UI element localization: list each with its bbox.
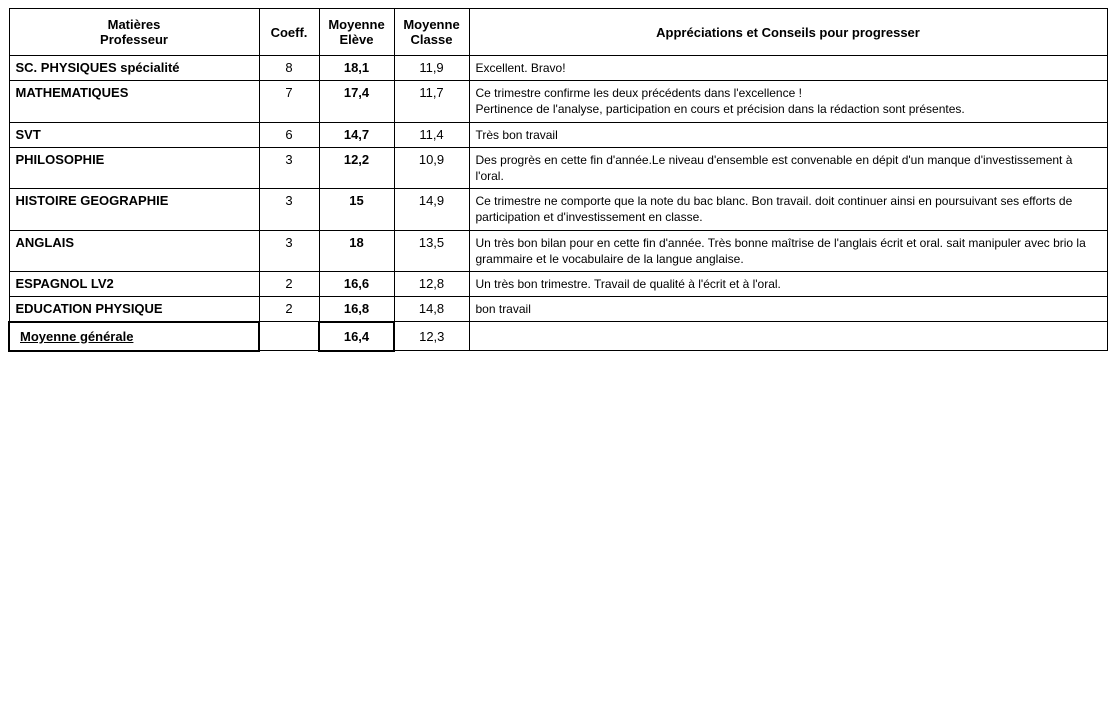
coeff-cell: 2 xyxy=(259,271,319,296)
moy-eleve-cell: 14,7 xyxy=(319,122,394,147)
overall-label: Moyenne générale xyxy=(9,322,259,351)
overall-moy-eleve: 16,4 xyxy=(319,322,394,351)
moy-classe-cell: 11,4 xyxy=(394,122,469,147)
col-header-moy-eleve: Moyenne Elève xyxy=(319,9,394,56)
moy-eleve-cell: 12,2 xyxy=(319,147,394,188)
table-row: MATHEMATIQUES717,411,7Ce trimestre confi… xyxy=(9,81,1107,122)
apprec-cell: bon travail xyxy=(469,297,1107,322)
apprec-cell: Excellent. Bravo! xyxy=(469,56,1107,81)
table-row: ESPAGNOL LV2216,612,8Un très bon trimest… xyxy=(9,271,1107,296)
coeff-cell: 8 xyxy=(259,56,319,81)
apprec-cell: Ce trimestre confirme les deux précédent… xyxy=(469,81,1107,122)
apprec-cell: Des progrès en cette fin d'année.Le nive… xyxy=(469,147,1107,188)
col-header-coeff: Coeff. xyxy=(259,9,319,56)
apprec-cell: Ce trimestre ne comporte que la note du … xyxy=(469,189,1107,230)
overall-row: Moyenne générale 16,4 12,3 xyxy=(9,322,1107,351)
table-row: EDUCATION PHYSIQUE216,814,8bon travail xyxy=(9,297,1107,322)
moy-eleve-cell: 18 xyxy=(319,230,394,271)
moy-classe-cell: 10,9 xyxy=(394,147,469,188)
table-row: ANGLAIS31813,5Un très bon bilan pour en … xyxy=(9,230,1107,271)
table-header-row: Matières Professeur Coeff. Moyenne Elève… xyxy=(9,9,1107,56)
col-header-subject: Matières Professeur xyxy=(9,9,259,56)
grades-table: Matières Professeur Coeff. Moyenne Elève… xyxy=(8,8,1108,352)
table-row: PHILOSOPHIE312,210,9Des progrès en cette… xyxy=(9,147,1107,188)
moy-classe-cell: 14,8 xyxy=(394,297,469,322)
moy-classe-cell: 12,8 xyxy=(394,271,469,296)
col-header-apprec: Appréciations et Conseils pour progresse… xyxy=(469,9,1107,56)
moy-classe-cell: 13,5 xyxy=(394,230,469,271)
overall-moy-classe: 12,3 xyxy=(394,322,469,351)
moy-eleve-cell: 16,8 xyxy=(319,297,394,322)
overall-apprec-empty xyxy=(469,322,1107,351)
subject-cell: EDUCATION PHYSIQUE xyxy=(9,297,259,322)
coeff-cell: 6 xyxy=(259,122,319,147)
coeff-cell: 3 xyxy=(259,230,319,271)
overall-coeff-empty xyxy=(259,322,319,351)
moy-classe-cell: 14,9 xyxy=(394,189,469,230)
moy-classe-cell: 11,9 xyxy=(394,56,469,81)
table-row: SC. PHYSIQUES spécialité818,111,9Excelle… xyxy=(9,56,1107,81)
moy-eleve-cell: 16,6 xyxy=(319,271,394,296)
subject-cell: MATHEMATIQUES xyxy=(9,81,259,122)
grades-tbody: SC. PHYSIQUES spécialité818,111,9Excelle… xyxy=(9,56,1107,322)
subject-cell: HISTOIRE GEOGRAPHIE xyxy=(9,189,259,230)
apprec-cell: Un très bon bilan pour en cette fin d'an… xyxy=(469,230,1107,271)
moy-classe-cell: 11,7 xyxy=(394,81,469,122)
coeff-cell: 3 xyxy=(259,147,319,188)
moy-eleve-cell: 17,4 xyxy=(319,81,394,122)
coeff-cell: 3 xyxy=(259,189,319,230)
subject-cell: SVT xyxy=(9,122,259,147)
col-header-moy-classe: Moyenne Classe xyxy=(394,9,469,56)
moy-eleve-cell: 15 xyxy=(319,189,394,230)
subject-cell: ESPAGNOL LV2 xyxy=(9,271,259,296)
coeff-cell: 2 xyxy=(259,297,319,322)
moy-eleve-cell: 18,1 xyxy=(319,56,394,81)
table-row: HISTOIRE GEOGRAPHIE31514,9Ce trimestre n… xyxy=(9,189,1107,230)
subject-cell: PHILOSOPHIE xyxy=(9,147,259,188)
table-row: SVT614,711,4Très bon travail xyxy=(9,122,1107,147)
subject-cell: ANGLAIS xyxy=(9,230,259,271)
coeff-cell: 7 xyxy=(259,81,319,122)
subject-cell: SC. PHYSIQUES spécialité xyxy=(9,56,259,81)
apprec-cell: Un très bon trimestre. Travail de qualit… xyxy=(469,271,1107,296)
apprec-cell: Très bon travail xyxy=(469,122,1107,147)
